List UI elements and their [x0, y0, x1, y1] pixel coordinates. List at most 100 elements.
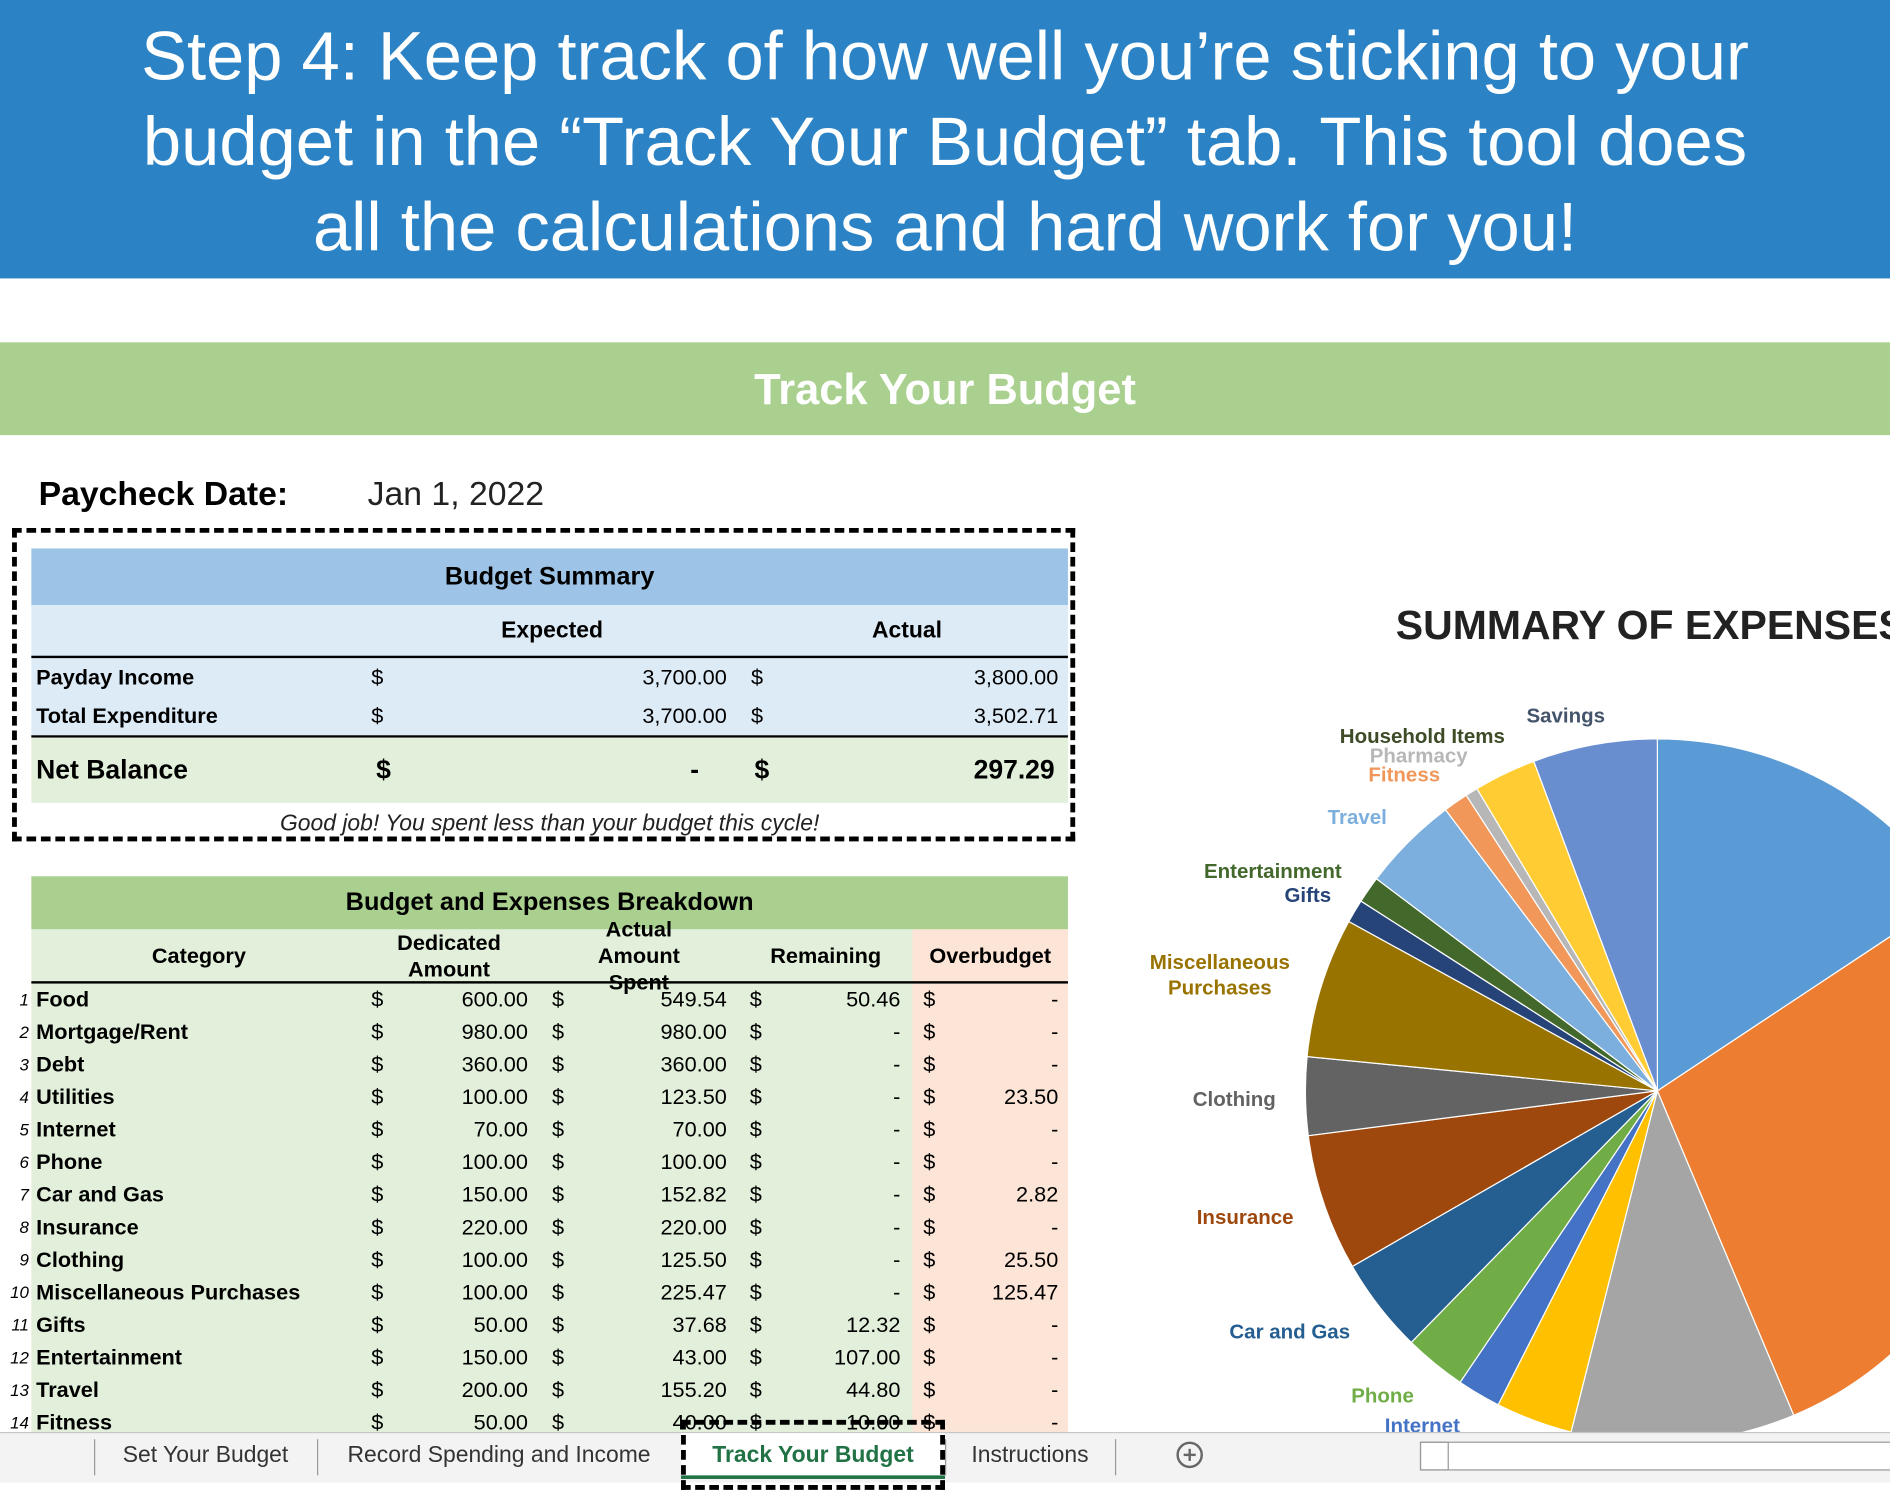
- pie-label: Phone: [1351, 1384, 1414, 1408]
- currency: $: [923, 1280, 936, 1305]
- amount: 50.00: [473, 1410, 528, 1435]
- currency: $: [552, 1052, 565, 1077]
- currency: $: [552, 1345, 565, 1370]
- category: Insurance: [36, 1215, 139, 1240]
- highlight-box: [12, 527, 1076, 842]
- category: Food: [36, 987, 90, 1012]
- amount: 3,502.71: [973, 703, 1059, 729]
- category: Phone: [36, 1149, 103, 1175]
- currency: $: [552, 1280, 565, 1305]
- column-header: Dedicated Amount: [397, 930, 501, 982]
- amount: 23.50: [1004, 1084, 1059, 1109]
- scrollbar[interactable]: [1419, 1441, 1890, 1471]
- currency: $: [923, 1247, 936, 1272]
- currency: $: [371, 703, 384, 729]
- currency: $: [552, 1019, 565, 1044]
- currency: $: [923, 1149, 936, 1175]
- amount: -: [1051, 1117, 1059, 1142]
- currency: $: [923, 1345, 936, 1370]
- pie-label: Entertainment: [1203, 860, 1342, 883]
- pie-slice: [1307, 1090, 1658, 1268]
- amount: 150.00: [461, 1345, 528, 1370]
- currency: $: [749, 1280, 762, 1305]
- paycheck-date: Jan 1, 2022: [367, 474, 545, 513]
- amount: 225.47: [660, 1280, 727, 1305]
- currency: $: [923, 1117, 936, 1142]
- currency: $: [371, 1019, 384, 1044]
- column-header: Actual Amount Spent: [597, 917, 680, 994]
- currency: $: [923, 1019, 936, 1044]
- table-header: [31, 876, 1068, 930]
- amount: 100.00: [461, 1280, 528, 1305]
- currency: $: [754, 754, 770, 785]
- category: Travel: [36, 1377, 99, 1402]
- currency: $: [552, 1410, 565, 1435]
- row-number: 3: [19, 1054, 29, 1074]
- amount: 297.29: [973, 754, 1055, 785]
- pie-label: Car and Gas: [1229, 1320, 1351, 1344]
- amount: -: [893, 1052, 901, 1077]
- pie-label: Travel: [1327, 805, 1387, 829]
- row-number: 11: [11, 1315, 29, 1335]
- amount: 37.68: [672, 1312, 727, 1337]
- paycheck-label: Paycheck Date:: [38, 474, 289, 513]
- currency: $: [552, 1247, 565, 1272]
- pie-label: Food: [1841, 742, 1890, 767]
- tab[interactable]: Record Spending and Income: [347, 1442, 651, 1469]
- currency: $: [749, 1215, 762, 1240]
- currency: $: [371, 1149, 384, 1175]
- currency: $: [749, 1084, 762, 1109]
- currency: $: [371, 1410, 384, 1435]
- row-number: 1: [19, 989, 29, 1009]
- pie-label: Household Items: [1339, 725, 1505, 748]
- chart-title: SUMMARY OF EXPENSES: [1396, 602, 1890, 648]
- tab[interactable]: Instructions: [971, 1442, 1089, 1469]
- message: Good job! You spent less than your budge…: [279, 811, 820, 837]
- tab-separator: [1114, 1439, 1117, 1476]
- currency: $: [749, 1247, 762, 1272]
- category: Miscellaneous Purchases: [36, 1280, 301, 1305]
- banner-line: Step 4: Keep track of how well you’re st…: [141, 18, 1749, 96]
- amount: -: [1051, 1149, 1059, 1175]
- amount: 50.46: [846, 987, 901, 1012]
- amount: -: [893, 1247, 901, 1272]
- pie-label: Clothing: [1192, 1087, 1276, 1111]
- pie-label: Miscellaneous Purchases: [1149, 951, 1290, 1000]
- category: Fitness: [36, 1410, 113, 1435]
- currency: $: [371, 1377, 384, 1402]
- column-header: Actual: [872, 618, 943, 644]
- add-sheet-button[interactable]: [1176, 1441, 1203, 1469]
- row-number: 5: [19, 1119, 29, 1140]
- summary-header: [31, 548, 1068, 606]
- currency: $: [749, 1052, 762, 1077]
- pie-slice: [1306, 920, 1658, 1092]
- amount: 100.00: [461, 1247, 528, 1272]
- amount: 44.80: [846, 1377, 901, 1402]
- column-header: Overbudget: [929, 943, 1052, 968]
- amount: -: [893, 1215, 901, 1240]
- row-number: 4: [19, 1087, 29, 1107]
- tab-active[interactable]: Track Your Budget: [681, 1433, 946, 1479]
- row-number: 10: [10, 1282, 29, 1302]
- column-header: Expected: [501, 618, 603, 644]
- amount: -: [690, 754, 700, 785]
- currency: $: [371, 665, 384, 690]
- amount: 200.00: [461, 1377, 528, 1402]
- amount: 150.00: [461, 1182, 528, 1207]
- currency: $: [749, 1312, 762, 1337]
- tab[interactable]: Set Your Budget: [122, 1442, 289, 1469]
- amount: 549.54: [660, 987, 727, 1012]
- highlight-box: [681, 1419, 946, 1490]
- currency: $: [371, 1052, 384, 1077]
- amount: -: [1051, 1019, 1059, 1044]
- row-label: Payday Income: [36, 665, 195, 690]
- sheet-title: Track Your Budget: [754, 364, 1136, 414]
- scroll-button[interactable]: [1419, 1441, 1449, 1471]
- pie-label: Pharmacy: [1369, 744, 1468, 768]
- amount: 70.00: [473, 1117, 528, 1142]
- amount: 980.00: [461, 1019, 528, 1044]
- amount: 980.00: [660, 1019, 727, 1044]
- currency: $: [749, 1117, 762, 1142]
